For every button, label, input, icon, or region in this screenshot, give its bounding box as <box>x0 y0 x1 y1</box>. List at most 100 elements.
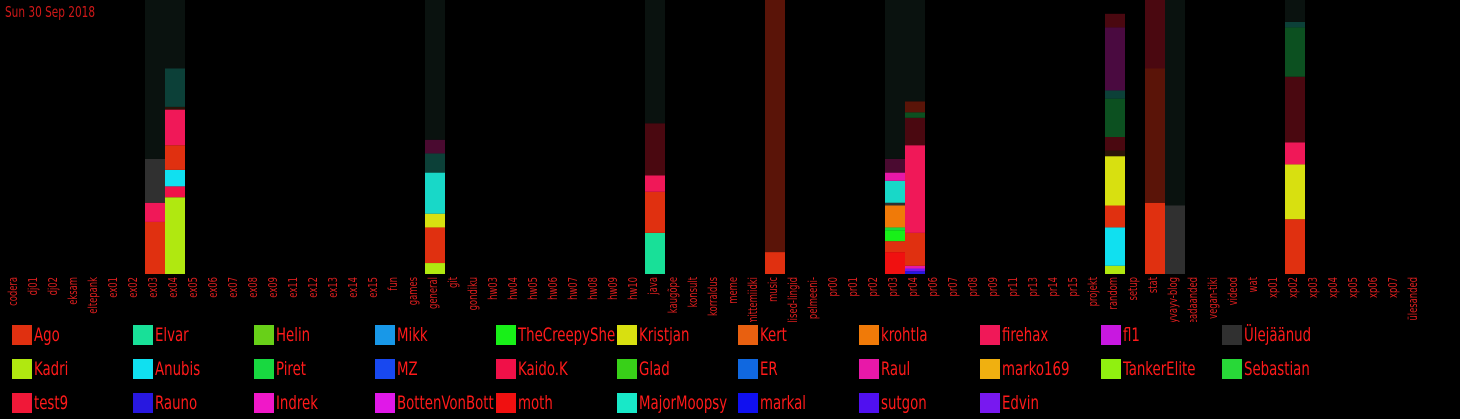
legend-swatch <box>496 359 516 379</box>
x-tick-label: hw06 <box>546 277 560 300</box>
legend-label: Ago <box>34 324 60 346</box>
bar-segment <box>1285 76 1305 143</box>
bar-segment <box>905 117 925 146</box>
legend-item: MajorMoopsy <box>617 391 736 415</box>
x-tick-label: pelmeeni- <box>806 277 820 320</box>
legend-item: Kaido.K <box>496 357 615 381</box>
bar-segment <box>1285 21 1305 28</box>
legend-swatch <box>980 393 1000 413</box>
bar-segment <box>165 109 185 146</box>
legend-label: Rauno <box>155 392 198 414</box>
bar-segment <box>165 197 185 274</box>
legend-swatch <box>12 359 32 379</box>
bar-segment <box>165 0 185 69</box>
x-tick-label: wat <box>1246 277 1260 293</box>
x-tick-label: meme <box>726 277 740 304</box>
legend-swatch <box>617 325 637 345</box>
bar-segment <box>1165 205 1185 274</box>
bar-segment <box>425 213 445 228</box>
bar-segment <box>645 232 665 274</box>
bar-segment <box>1285 164 1305 220</box>
bar-segment <box>645 0 665 124</box>
bar-xp02 <box>1285 0 1305 274</box>
x-tick-label: pr06 <box>926 277 940 297</box>
legend-swatch <box>980 325 1000 345</box>
legend-swatch <box>375 393 395 413</box>
bar-segment <box>165 106 185 110</box>
x-tick-label: dj02 <box>46 277 60 295</box>
bar-pr04 <box>905 0 925 274</box>
bar-segment <box>1285 27 1305 77</box>
legend-label: TankerElite <box>1123 358 1196 380</box>
legend-label: BottenVonBottom <box>397 392 494 414</box>
legend-swatch <box>254 393 274 413</box>
x-tick-label: hw04 <box>506 277 520 300</box>
legend-label: Kert <box>760 324 787 346</box>
legend-label: sutgon <box>881 392 927 414</box>
bar-segment <box>1105 90 1125 99</box>
x-tick-label: dj01 <box>26 277 40 295</box>
legend-item: Kadri <box>12 357 131 381</box>
bar-segment <box>1145 0 1165 69</box>
legend-label: Edvin <box>1002 392 1039 414</box>
x-tick-label: ex12 <box>306 277 320 298</box>
legend-label: Sebastian <box>1244 358 1310 380</box>
x-tick-label: ex06 <box>206 277 220 298</box>
legend-swatch <box>859 393 879 413</box>
x-tick-labels: codera dj01 dj02 eksam eltepank ex01 ex02 ex03 e… <box>6 277 1420 322</box>
bar-segment <box>905 271 925 274</box>
bar-segment <box>905 145 925 233</box>
legend-swatch <box>496 393 516 413</box>
legend-swatch <box>859 359 879 379</box>
legend-item: krohtla <box>859 323 978 347</box>
x-tick-label: kaugõpe <box>666 277 680 313</box>
legend-item: Ülejäänud <box>1222 323 1447 347</box>
x-tick-label: ex14 <box>346 277 360 298</box>
legend-label: Elvar <box>155 324 189 346</box>
bar-segment <box>145 202 165 222</box>
legend-swatch <box>133 325 153 345</box>
legend-item: moth <box>496 391 615 415</box>
legend-label: MZ <box>397 358 418 380</box>
bar-segment <box>1105 227 1125 266</box>
x-tick-label: pr01 <box>846 277 860 297</box>
legend-swatch <box>133 359 153 379</box>
x-tick-label: ex02 <box>126 277 140 298</box>
bar-stat <box>1145 0 1165 274</box>
bar-segment <box>165 68 185 107</box>
legend-label: MajorMoopsy <box>639 392 728 414</box>
legend-swatch <box>254 359 274 379</box>
x-tick-label: xp01 <box>1266 277 1280 298</box>
x-tick-label: pr08 <box>966 277 980 297</box>
legend-swatch <box>12 393 32 413</box>
bar-segment <box>1105 137 1125 151</box>
bar-syvayv-blog <box>1165 0 1185 274</box>
bar-segment <box>145 221 165 274</box>
legend-swatch <box>375 325 395 345</box>
bar-segment <box>905 232 925 266</box>
bar-segment <box>145 0 165 159</box>
bar-pr03 <box>885 0 905 274</box>
x-tick-label: random <box>1106 277 1120 310</box>
bar-segment <box>905 101 925 113</box>
x-tick-label: projekt <box>1086 277 1100 307</box>
legend-swatch <box>1101 359 1121 379</box>
x-tick-label: stat <box>1146 277 1160 293</box>
x-tick-label: hw07 <box>566 277 580 300</box>
bar-segment <box>165 169 185 187</box>
bar-segment <box>905 0 925 102</box>
legend-label: test9 <box>34 392 69 414</box>
legend-label: moth <box>518 392 553 414</box>
bar-ex04 <box>165 0 185 274</box>
bar-segment <box>885 241 905 253</box>
legend-swatch <box>1101 325 1121 345</box>
legend-label: Anubis <box>155 358 201 380</box>
legend-label: firehax <box>1002 324 1049 346</box>
bar-java <box>645 0 665 274</box>
legend-item: Edvin <box>980 391 1099 415</box>
legend: Ago Elvar Helin Mikk TheCreepySheep Kristjan K… <box>0 322 1460 419</box>
x-tick-label: hw09 <box>606 277 620 300</box>
bar-segment <box>765 252 785 274</box>
bar-segment <box>905 112 925 118</box>
bar-segment <box>885 252 905 274</box>
